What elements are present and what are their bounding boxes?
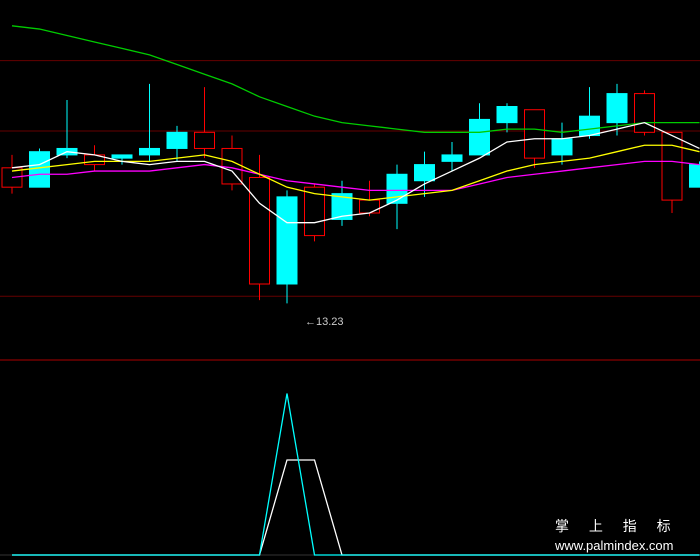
watermark-cn: 掌 上 指 标 [555,516,679,536]
low-value: 13.23 [316,316,344,328]
watermark-url: www.palmindex.com [555,538,674,553]
low-price-label: ←13.23 [305,316,344,328]
stock-chart [0,0,700,560]
arrow-left-icon: ← [305,316,316,328]
